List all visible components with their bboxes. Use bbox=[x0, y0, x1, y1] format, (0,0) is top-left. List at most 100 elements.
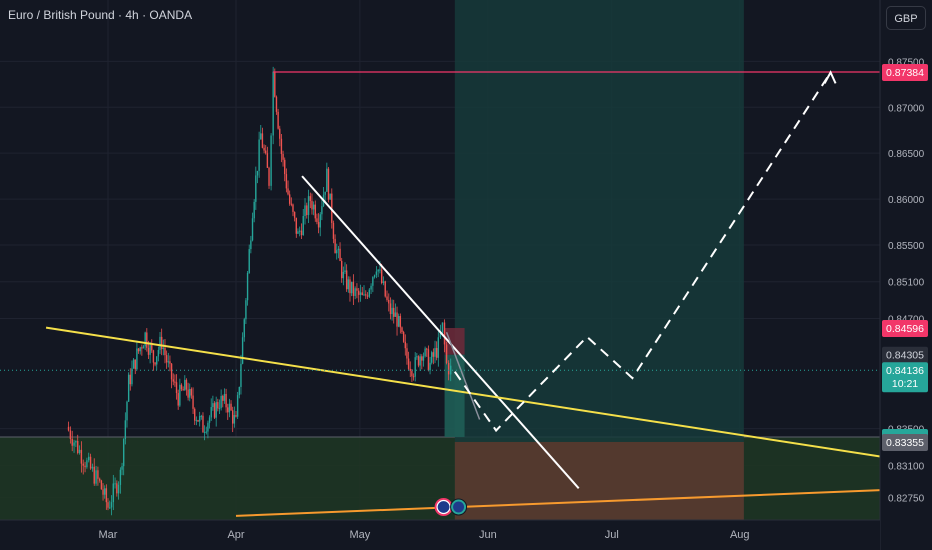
candle-body bbox=[319, 214, 321, 228]
candle-body bbox=[260, 133, 262, 140]
candle-body bbox=[404, 341, 406, 349]
candle-body bbox=[121, 466, 123, 470]
candle-body bbox=[412, 376, 415, 378]
candle-body bbox=[379, 269, 381, 271]
candle-body bbox=[424, 348, 426, 357]
price-tick-label: 0.87500 bbox=[888, 57, 925, 68]
candle-body bbox=[302, 216, 304, 236]
candle-body bbox=[179, 384, 181, 406]
candle-body bbox=[207, 422, 209, 432]
candle-body bbox=[251, 218, 254, 241]
candle-body bbox=[256, 170, 259, 176]
candle-body bbox=[280, 138, 283, 154]
candle-body bbox=[268, 167, 270, 186]
candle-body bbox=[182, 389, 184, 391]
candle-body bbox=[99, 478, 101, 481]
candle-body bbox=[261, 133, 264, 148]
candle-body bbox=[75, 440, 77, 443]
candle-body bbox=[411, 370, 413, 377]
candle-body bbox=[170, 363, 173, 380]
candle-body bbox=[102, 489, 104, 495]
candle-body bbox=[375, 271, 378, 276]
price-tick-label: 0.85100 bbox=[888, 278, 925, 289]
orange-trendline bbox=[235, 487, 926, 517]
candle-body bbox=[86, 460, 88, 468]
candle-body bbox=[352, 281, 355, 296]
candle-body bbox=[255, 175, 257, 202]
candle-body bbox=[91, 466, 94, 469]
candle-body bbox=[218, 407, 221, 409]
candle-body bbox=[368, 289, 371, 297]
profit-zone bbox=[454, 0, 744, 520]
candle-body bbox=[347, 279, 350, 290]
candle-body bbox=[365, 294, 367, 296]
candle-body bbox=[445, 344, 448, 363]
candle-body bbox=[165, 355, 168, 363]
candle-body bbox=[332, 222, 335, 239]
candle-body bbox=[192, 395, 194, 409]
candle-body bbox=[263, 147, 265, 151]
candle-body bbox=[406, 348, 408, 359]
candle-body bbox=[399, 316, 402, 328]
candle-body bbox=[287, 188, 289, 195]
event-markers[interactable] bbox=[434, 498, 468, 516]
flag-eu-icon bbox=[453, 501, 465, 513]
time-tick-label: Aug bbox=[730, 529, 750, 541]
candle-body bbox=[82, 463, 84, 466]
candle-body bbox=[180, 384, 183, 390]
candle-body bbox=[421, 356, 423, 361]
candle-body bbox=[238, 386, 241, 396]
currency-button[interactable]: GBP bbox=[886, 6, 926, 30]
candle-body bbox=[402, 332, 405, 342]
candle-body bbox=[172, 379, 174, 382]
price-axis[interactable]: 0.87500 0.87000 0.86500 0.86000 0.85500 0.851… bbox=[879, 0, 932, 550]
candle-body bbox=[299, 230, 301, 232]
candle-body bbox=[370, 285, 372, 290]
candle-body bbox=[132, 359, 135, 369]
candle-body bbox=[329, 193, 331, 200]
candle-body bbox=[233, 415, 236, 424]
candle-body bbox=[432, 352, 435, 357]
candle-body bbox=[274, 71, 276, 97]
candle-body bbox=[397, 316, 400, 327]
price-tick-label: 0.87000 bbox=[888, 103, 925, 114]
candle-body bbox=[149, 345, 151, 355]
candle-body bbox=[100, 480, 103, 490]
candle-body bbox=[213, 403, 216, 418]
candle-body bbox=[89, 456, 92, 469]
candle-body bbox=[231, 410, 234, 424]
candle-body bbox=[339, 248, 341, 261]
candle-body bbox=[245, 300, 247, 320]
price-tick-label: 0.86000 bbox=[888, 195, 925, 206]
chart-drawings bbox=[0, 70, 926, 517]
symbol-title: Euro / British Pound · 4h · OANDA bbox=[8, 8, 193, 22]
candle-body bbox=[103, 488, 106, 495]
candle-body bbox=[156, 356, 158, 365]
candle-body bbox=[177, 393, 179, 406]
time-axis[interactable]: Mar Apr May Jun Jul Aug bbox=[0, 519, 880, 550]
candle-body bbox=[342, 271, 345, 279]
yellow-trendline bbox=[45, 326, 926, 465]
candle-body bbox=[184, 379, 186, 391]
candle-body bbox=[162, 347, 165, 350]
candle-body bbox=[431, 352, 433, 363]
candle-body bbox=[447, 362, 450, 375]
candle-body bbox=[326, 168, 328, 192]
candle-body bbox=[272, 71, 274, 136]
candle-body bbox=[139, 347, 141, 352]
time-tick-label: Jun bbox=[479, 529, 497, 541]
candle-body bbox=[439, 333, 442, 338]
candle-body bbox=[107, 502, 109, 508]
time-tick-label: Mar bbox=[99, 529, 118, 541]
candle-body bbox=[227, 407, 229, 413]
candle-body bbox=[84, 465, 86, 468]
candle-body bbox=[203, 431, 206, 433]
candle-body bbox=[208, 417, 211, 423]
candle-body bbox=[382, 281, 385, 284]
candle-body bbox=[293, 211, 296, 218]
candle-body bbox=[146, 332, 148, 348]
candle-body bbox=[354, 288, 356, 296]
candle-body bbox=[112, 483, 115, 503]
price-label-last-text: 0.84136 bbox=[886, 365, 924, 377]
